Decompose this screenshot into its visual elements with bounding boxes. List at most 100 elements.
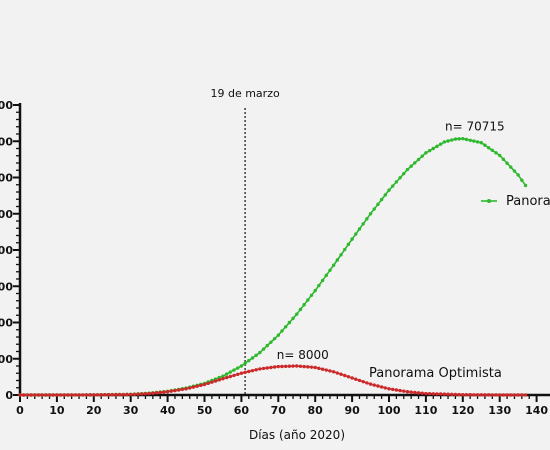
data-point: [494, 151, 498, 155]
data-point: [280, 364, 284, 369]
data-point: [40, 393, 44, 397]
data-point: [313, 288, 317, 293]
data-point: [158, 390, 162, 395]
data-point: [272, 365, 277, 369]
data-point: [402, 171, 406, 176]
y-tick-label: 70000: [0, 135, 13, 148]
data-point: [424, 151, 428, 155]
data-point: [446, 139, 450, 143]
data-point: [472, 139, 476, 143]
data-point: [468, 138, 472, 142]
data-point: [191, 385, 196, 389]
data-point: [339, 372, 343, 376]
data-point: [350, 376, 354, 380]
data-point: [376, 384, 380, 388]
data-point: [357, 378, 362, 383]
data-point: [464, 137, 469, 142]
data-point: [431, 392, 435, 396]
data-point: [357, 227, 362, 231]
data-point: [247, 369, 251, 374]
data-point: [461, 136, 465, 141]
series-1: [18, 364, 528, 397]
data-point: [368, 212, 373, 216]
x-tick-label: 30: [123, 404, 139, 417]
data-point: [261, 366, 266, 371]
data-point: [365, 217, 369, 221]
data-point: [99, 393, 103, 397]
data-point: [29, 393, 33, 397]
data-point: [453, 392, 458, 397]
data-point: [520, 393, 524, 397]
data-point: [331, 263, 336, 267]
data-point: [361, 379, 365, 384]
x-tick-label: 10: [49, 404, 65, 417]
data-point: [283, 364, 288, 369]
data-point: [62, 393, 66, 397]
data-point: [184, 387, 188, 391]
data-point: [505, 393, 509, 397]
data-point: [81, 393, 85, 397]
y-axis: 0 10000 20000 30000 40000 50000 60000 70000 8000…: [0, 99, 22, 402]
data-point: [66, 393, 70, 397]
data-point: [236, 372, 240, 377]
data-point: [486, 146, 491, 150]
data-point: [280, 329, 284, 333]
x-tick-label: 0: [16, 404, 24, 417]
data-point: [69, 393, 74, 397]
data-point: [343, 373, 347, 378]
data-point: [44, 393, 48, 397]
x-tick-label: 90: [344, 404, 360, 417]
data-point: [335, 371, 340, 375]
data-point: [509, 165, 513, 169]
data-point: [265, 366, 269, 370]
data-point: [228, 374, 233, 379]
data-point: [206, 381, 210, 386]
data-point: [450, 138, 454, 142]
data-point: [36, 393, 41, 397]
green-peak-label: n= 70715: [445, 120, 505, 134]
data-point: [110, 392, 114, 397]
data-point: [95, 393, 100, 397]
data-point: [250, 368, 255, 373]
data-point: [427, 391, 432, 396]
data-point: [103, 393, 107, 397]
y-tick-label: 50000: [0, 208, 13, 221]
data-point: [176, 388, 181, 392]
data-point: [461, 393, 465, 397]
data-point: [154, 391, 159, 395]
date-marker-label: 19 de marzo: [210, 87, 279, 100]
data-point: [309, 365, 314, 369]
data-point: [140, 392, 144, 396]
data-point: [232, 373, 236, 378]
legend-pesimista: Panora: [481, 194, 550, 209]
red-peak-label: n= 8000: [277, 348, 329, 362]
data-point: [213, 379, 218, 383]
annotation-layer: n= 70715 n= 8000 Panora Panorama Optimista: [277, 120, 550, 381]
data-point: [457, 137, 461, 141]
series-layer: [18, 136, 528, 397]
data-point: [58, 393, 63, 397]
data-point: [383, 193, 388, 197]
data-point: [173, 388, 177, 393]
data-point: [416, 391, 421, 395]
data-point: [361, 222, 365, 226]
data-point: [18, 393, 22, 397]
data-point: [457, 392, 461, 397]
legend-marker: [487, 199, 491, 203]
y-tick-label: 40000: [0, 244, 13, 257]
data-point: [468, 393, 472, 397]
data-point: [446, 392, 450, 396]
data-point: [475, 393, 480, 397]
data-point: [88, 393, 92, 397]
data-point: [47, 393, 52, 397]
data-point: [354, 377, 358, 381]
data-point: [302, 303, 306, 307]
data-point: [394, 388, 399, 392]
data-point: [317, 283, 321, 288]
data-point: [438, 392, 443, 396]
data-point: [132, 392, 137, 396]
data-point: [21, 393, 26, 397]
y-tick-label: 60000: [0, 172, 13, 185]
data-point: [505, 161, 509, 165]
